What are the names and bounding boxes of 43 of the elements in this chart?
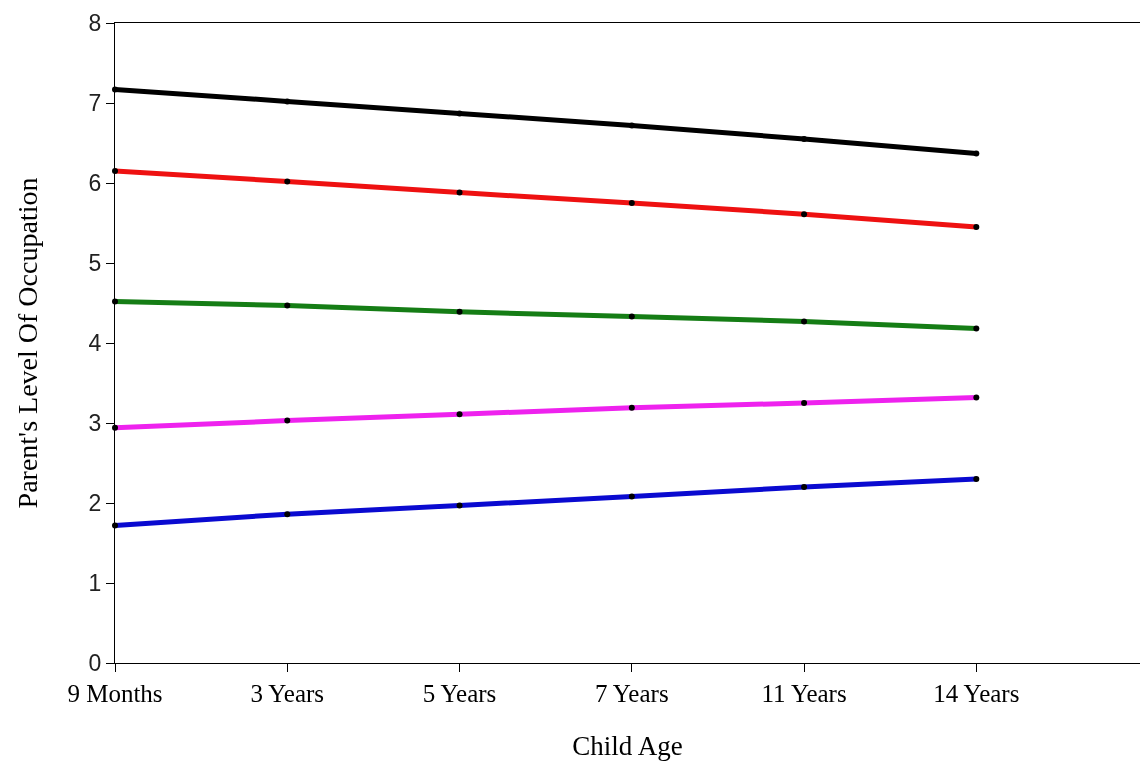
point: [801, 484, 808, 490]
x-tick-label: 3 Years: [250, 680, 325, 707]
point: [973, 394, 980, 401]
point: [456, 411, 463, 418]
x-tick-label: 9 Months: [67, 680, 163, 707]
x-tick-label: 7 Years: [595, 680, 669, 707]
point: [284, 417, 291, 424]
point: [456, 189, 463, 196]
point: [628, 493, 635, 500]
y-tick-label: 3: [88, 410, 102, 437]
point: [801, 318, 808, 325]
x-tick-label: 5 Years: [422, 680, 497, 707]
point: [456, 110, 463, 117]
point: [801, 136, 808, 142]
x-axis-title: Child Age: [572, 731, 683, 762]
point: [456, 502, 463, 509]
point: [973, 325, 980, 332]
point: [628, 404, 635, 411]
point: [456, 308, 463, 315]
y-tick-label: 1: [88, 570, 102, 597]
x-tick-label: 14 Years: [933, 680, 1020, 707]
point: [973, 150, 980, 157]
y-tick-label: 0: [88, 650, 102, 677]
point: [112, 168, 118, 174]
point: [284, 302, 291, 309]
y-tick-label: 7: [88, 90, 102, 117]
x-tick-label: 11 Years: [761, 680, 847, 707]
point: [801, 211, 808, 218]
point: [628, 122, 635, 129]
point: [628, 200, 635, 206]
y-tick-label: 4: [88, 330, 102, 357]
point: [284, 178, 291, 185]
point: [801, 400, 808, 406]
y-tick-label: 8: [88, 10, 102, 37]
point: [973, 476, 980, 482]
y-axis-title: Parent's Level Of Occupation: [12, 177, 44, 509]
y-tick-label: 2: [88, 490, 102, 517]
point: [284, 511, 291, 518]
point: [284, 98, 291, 105]
y-tick-label: 6: [88, 170, 102, 197]
point: [628, 313, 635, 320]
y-tick-label: 5: [88, 250, 102, 277]
point: [973, 224, 980, 230]
